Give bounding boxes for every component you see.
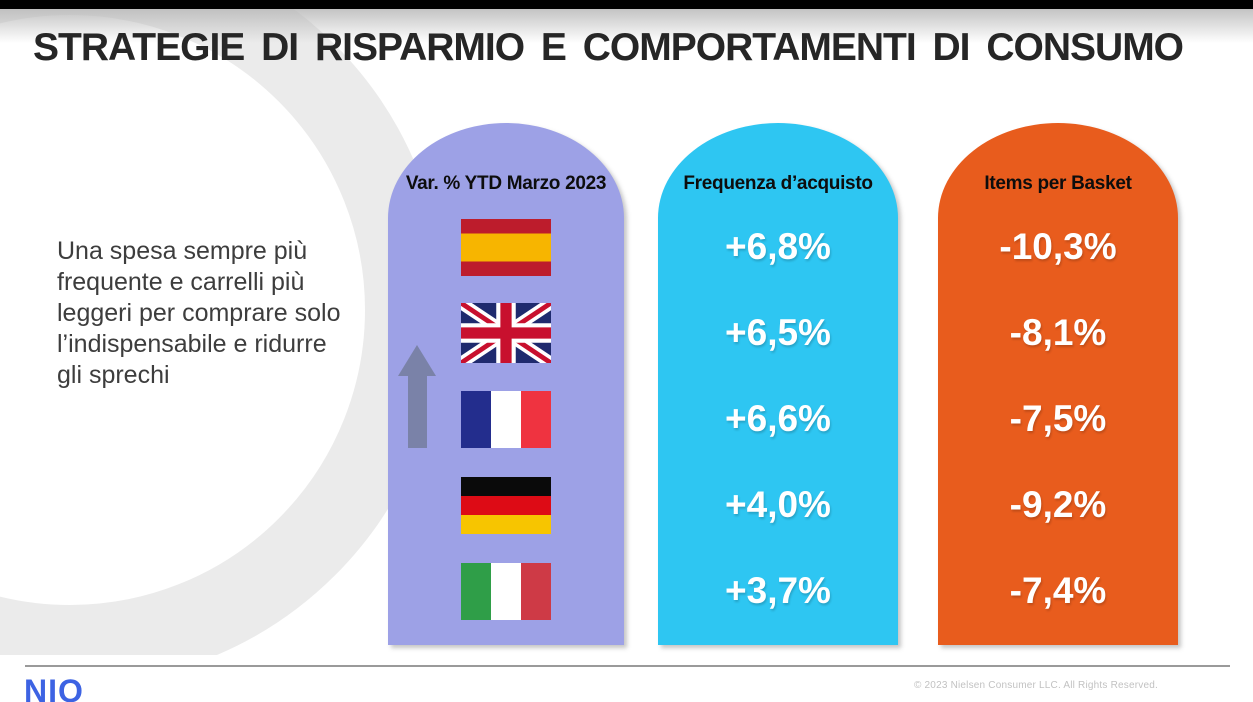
top-shadow-gradient xyxy=(0,9,1253,43)
flag-germany-icon xyxy=(461,476,551,534)
column-var-ytd: Var. % YTD Marzo 2023 xyxy=(388,123,624,645)
flag-spain-icon xyxy=(461,218,551,276)
footer-divider xyxy=(25,665,1230,667)
items-value-united-kingdom: -8,1% xyxy=(1009,312,1107,353)
up-arrow-head xyxy=(398,345,436,376)
flag-row-spain xyxy=(388,204,624,290)
up-arrow-shaft xyxy=(407,376,427,448)
column-items-per-basket: Items per Basket -10,3% -8,1% -7,5% -9,2… xyxy=(938,123,1178,645)
niq-logo: NIQ xyxy=(24,673,84,702)
items-value-germany: -9,2% xyxy=(1009,484,1107,525)
items-value-spain: -10,3% xyxy=(999,226,1117,267)
column-frequenza-acquisto: Frequenza d’acquisto +6,8% +6,5% +6,6% +… xyxy=(658,123,898,645)
frequenza-value-france: +6,6% xyxy=(725,398,831,439)
flag-rows xyxy=(388,204,624,634)
copyright-text: © 2023 Nielsen Consumer LLC. All Rights … xyxy=(914,680,1158,691)
slide-description: Una spesa sempre più frequente e carrell… xyxy=(57,237,341,389)
column-var-ytd-header: Var. % YTD Marzo 2023 xyxy=(405,173,607,194)
items-value-france: -7,5% xyxy=(1009,398,1107,439)
flag-france-icon xyxy=(461,390,551,448)
flag-united-kingdom-icon xyxy=(461,303,551,363)
flag-italy-icon xyxy=(461,562,551,620)
frequenza-value-italy: +3,7% xyxy=(725,570,831,611)
items-value-italy: -7,4% xyxy=(1009,570,1107,611)
column-frequenza-header: Frequenza d’acquisto xyxy=(683,173,873,194)
flag-row-france xyxy=(388,376,624,462)
flag-row-italy xyxy=(388,548,624,634)
frequenza-value-spain: +6,8% xyxy=(725,226,831,267)
flag-row-united-kingdom xyxy=(388,290,624,376)
items-values: -10,3% -8,1% -7,5% -9,2% -7,4% xyxy=(938,204,1178,634)
frequenza-values: +6,8% +6,5% +6,6% +4,0% +3,7% xyxy=(658,204,898,634)
column-items-header: Items per Basket xyxy=(984,173,1132,194)
slide-title: STRATEGIE DI RISPARMIO E COMPORTAMENTI D… xyxy=(33,26,1184,69)
up-arrow-icon xyxy=(398,345,436,448)
top-black-bar xyxy=(0,0,1253,9)
flag-row-germany xyxy=(388,462,624,548)
frequenza-value-united-kingdom: +6,5% xyxy=(725,312,831,353)
frequenza-value-germany: +4,0% xyxy=(725,484,831,525)
